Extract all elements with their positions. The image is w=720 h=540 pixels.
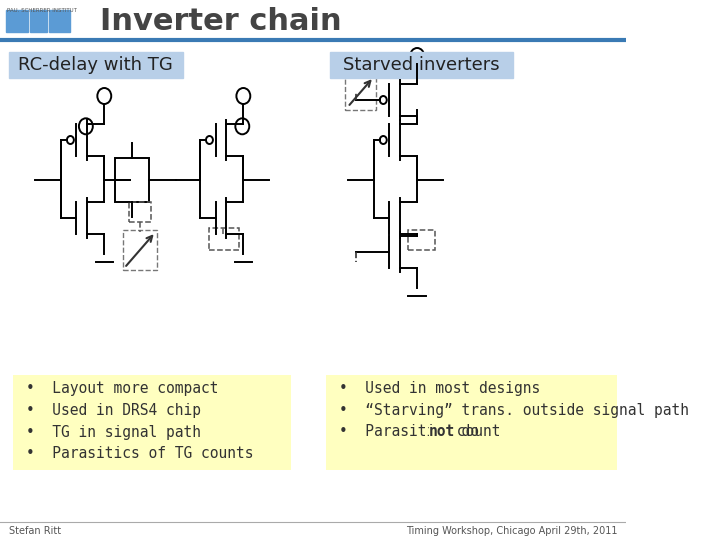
Text: not: not — [429, 424, 455, 440]
Bar — [408, 230, 435, 250]
Text: •  Used in most designs: • Used in most designs — [339, 381, 540, 395]
Bar — [330, 52, 513, 78]
Text: RC-delay with TG: RC-delay with TG — [18, 56, 173, 74]
Bar — [9, 52, 182, 78]
Bar — [209, 228, 239, 250]
Text: PAU. SCHERRER INSTITUT: PAU. SCHERRER INSTITUT — [7, 8, 77, 13]
Text: count: count — [448, 424, 500, 440]
Bar — [122, 230, 157, 270]
Bar — [0, 0, 626, 40]
Bar — [326, 375, 617, 470]
Bar — [114, 158, 150, 202]
Bar — [6, 10, 28, 32]
Text: •  “Starving” trans. outside signal path: • “Starving” trans. outside signal path — [339, 402, 689, 417]
Text: •  Parasitics do: • Parasitics do — [339, 424, 487, 440]
Text: •  Used in DRS4 chip: • Used in DRS4 chip — [26, 402, 201, 417]
Bar — [49, 10, 71, 32]
Text: Stefan Ritt: Stefan Ritt — [9, 526, 60, 536]
Text: Starved inverters: Starved inverters — [343, 56, 500, 74]
Bar — [30, 10, 47, 32]
Text: •  Layout more compact: • Layout more compact — [26, 381, 219, 395]
Text: •  TG in signal path: • TG in signal path — [26, 424, 201, 440]
Bar — [4, 5, 87, 35]
Bar — [345, 74, 377, 110]
Bar — [13, 375, 291, 470]
Text: Inverter chain: Inverter chain — [100, 8, 341, 37]
Bar — [129, 202, 151, 222]
Text: •  Parasitics of TG counts: • Parasitics of TG counts — [26, 447, 253, 462]
Text: Timing Workshop, Chicago April 29th, 2011: Timing Workshop, Chicago April 29th, 201… — [405, 526, 617, 536]
